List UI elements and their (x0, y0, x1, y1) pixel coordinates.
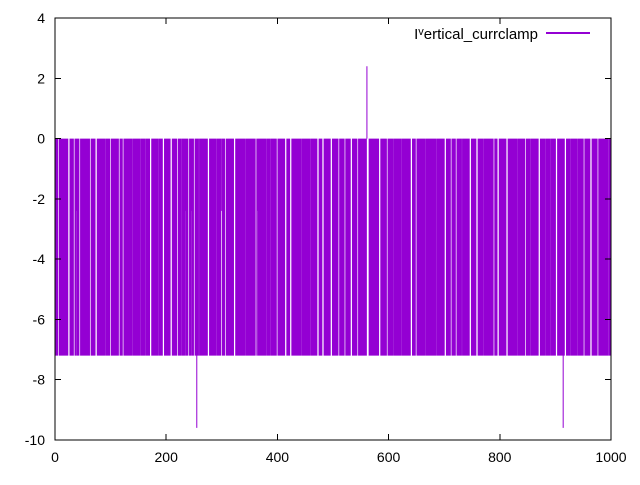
x-axis-tick-label: 1000 (595, 449, 626, 465)
y-axis-tick-label: 4 (37, 10, 45, 26)
legend-label: Ivertical_currclamp (414, 24, 538, 43)
y-axis-tick-label: -4 (33, 251, 46, 267)
legend-label-superscript: v (418, 25, 424, 38)
series-impulses (54, 66, 612, 428)
y-axis-tick-label: -6 (33, 311, 46, 327)
x-axis-tick-label: 0 (51, 449, 59, 465)
x-axis-tick-label: 600 (377, 449, 401, 465)
x-axis-tick-label: 800 (488, 449, 512, 465)
legend-line-sample (546, 32, 590, 34)
y-axis-tick-label: -10 (25, 432, 45, 448)
x-axis-tick-label: 200 (155, 449, 179, 465)
y-axis-tick-label: 2 (37, 70, 45, 86)
legend-label-rest: ertical_currclamp (423, 25, 538, 43)
y-axis-tick-label: -2 (33, 191, 46, 207)
y-axis-tick-label: -8 (33, 372, 46, 388)
plot-border (54, 17, 612, 441)
x-axis-tick-label: 400 (266, 449, 290, 465)
legend: Ivertical_currclamp (414, 24, 590, 43)
legend-label-prefix: I (414, 25, 419, 43)
y-axis-tick-label: 0 (37, 131, 45, 147)
